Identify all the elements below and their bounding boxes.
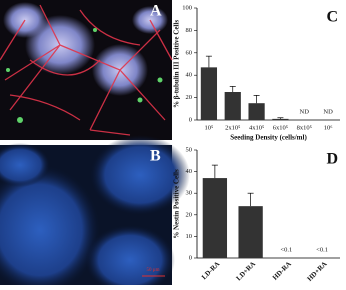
value-label: <0.1	[316, 246, 328, 253]
x-tick-label: HD+RA	[306, 260, 329, 283]
bar	[272, 118, 289, 120]
y-tick-label: 30	[186, 190, 193, 197]
value-label: ND	[300, 108, 310, 115]
bar	[248, 103, 265, 120]
error-bar	[253, 95, 260, 104]
error-bar	[277, 117, 284, 119]
x-axis-title: Seeding Density (cells/ml)	[230, 134, 307, 142]
x-tick-label: 10⁵	[205, 124, 214, 131]
bar	[238, 206, 263, 258]
y-tick-label: 0	[189, 116, 192, 123]
x-tick-label: LD+RA	[235, 260, 258, 283]
x-tick-label: 6x10⁵	[273, 124, 288, 131]
error-bar	[205, 55, 212, 68]
x-tick-label: HD-RA	[271, 260, 293, 282]
bar	[200, 67, 218, 120]
y-tick-label: 20	[186, 211, 193, 218]
image-a: A	[0, 0, 173, 140]
y-axis-title: % Nestin Positive Cells	[173, 169, 181, 239]
y-tick-label: 80	[186, 27, 193, 34]
image-b: B 50 µm	[0, 135, 190, 290]
panel-letter: A	[150, 3, 162, 20]
error-bar	[211, 164, 218, 179]
y-tick-label: 0	[189, 254, 192, 261]
y-tick-label: 40	[186, 168, 193, 175]
y-tick-label: 10	[186, 233, 193, 240]
bar	[224, 92, 241, 120]
x-tick-label: 8x10⁵	[297, 124, 312, 131]
value-label: ND	[323, 108, 333, 115]
x-tick-label: LD-RA	[200, 260, 221, 281]
y-tick-label: 60	[186, 49, 193, 56]
panel-letter: B	[150, 148, 161, 165]
panel-letter: D	[326, 151, 338, 168]
error-bar	[229, 86, 236, 92]
x-tick-label: 4x10⁵	[249, 124, 264, 131]
y-tick-label: 40	[186, 72, 193, 79]
bar	[202, 178, 228, 258]
y-tick-label: 100	[182, 4, 192, 11]
y-tick-label: 50	[186, 146, 193, 153]
x-tick-label: 10⁶	[324, 124, 333, 131]
panel-letter: C	[326, 9, 338, 26]
x-tick-label: 2x10⁵	[225, 124, 240, 131]
y-tick-label: 20	[186, 94, 193, 101]
value-label: <0.1	[280, 246, 292, 253]
y-axis-title: % β-tubulin III Positive Cells	[173, 20, 181, 108]
error-bar	[247, 192, 254, 207]
scale-bar-label: 50 µm	[146, 268, 159, 273]
